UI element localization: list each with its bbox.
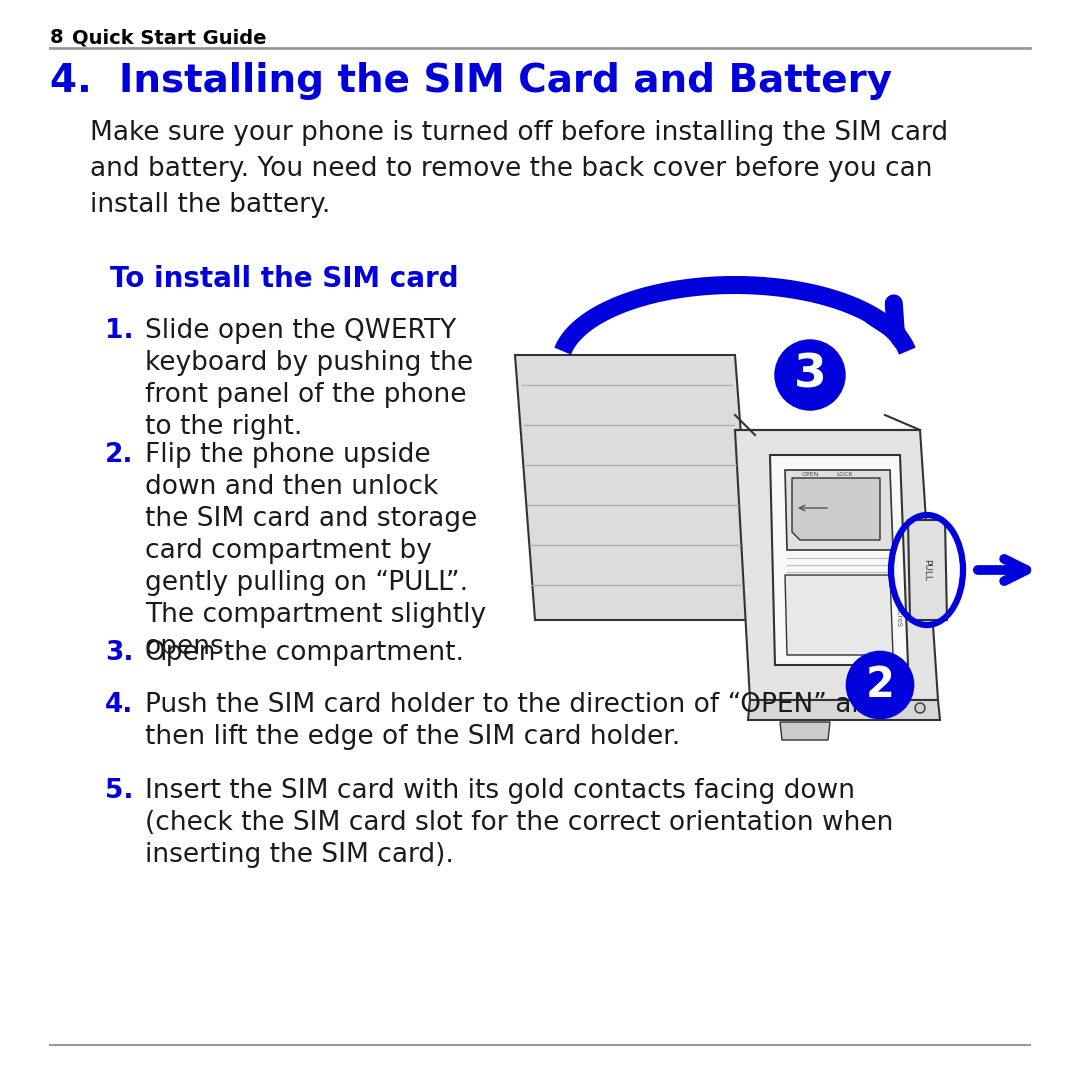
Text: Slide open the QWERTY: Slide open the QWERTY [145, 318, 456, 345]
Text: the SIM card and storage: the SIM card and storage [145, 507, 477, 532]
Polygon shape [735, 430, 939, 700]
Text: The compartment slightly: The compartment slightly [145, 602, 486, 627]
Ellipse shape [872, 700, 888, 716]
Polygon shape [515, 355, 755, 620]
Text: front panel of the phone: front panel of the phone [145, 382, 467, 408]
Text: LOCK: LOCK [837, 472, 853, 477]
Text: Open the compartment.: Open the compartment. [145, 640, 464, 666]
Text: Flip the phone upside: Flip the phone upside [145, 442, 431, 468]
Polygon shape [770, 455, 908, 665]
Text: 1.: 1. [105, 318, 134, 345]
Text: to the right.: to the right. [145, 414, 302, 440]
Polygon shape [748, 700, 940, 720]
Text: 3.: 3. [105, 640, 134, 666]
Text: Quick Start Guide: Quick Start Guide [72, 28, 267, 48]
Text: then lift the edge of the SIM card holder.: then lift the edge of the SIM card holde… [145, 724, 680, 750]
Text: install the battery.: install the battery. [90, 192, 330, 218]
Text: 5.: 5. [105, 778, 134, 804]
Text: PULL: PULL [922, 559, 931, 581]
Polygon shape [792, 478, 880, 540]
Polygon shape [785, 470, 893, 550]
Text: 3: 3 [794, 352, 826, 397]
Text: microS: microS [895, 603, 901, 627]
Text: and battery. You need to remove the back cover before you can: and battery. You need to remove the back… [90, 156, 932, 183]
Polygon shape [785, 575, 893, 654]
Text: To install the SIM card: To install the SIM card [110, 265, 459, 293]
Text: card compartment by: card compartment by [145, 538, 432, 564]
Text: down and then unlock: down and then unlock [145, 474, 438, 500]
Text: Push the SIM card holder to the direction of “OPEN” and: Push the SIM card holder to the directio… [145, 692, 885, 718]
Text: opens.: opens. [145, 634, 233, 660]
Text: keyboard by pushing the: keyboard by pushing the [145, 350, 473, 376]
Text: OPEN: OPEN [801, 472, 819, 477]
Text: (check the SIM card slot for the correct orientation when: (check the SIM card slot for the correct… [145, 810, 893, 836]
Text: 4.: 4. [105, 692, 133, 718]
Ellipse shape [915, 703, 924, 713]
Text: 8: 8 [50, 28, 77, 48]
Text: 2: 2 [865, 664, 894, 706]
Polygon shape [780, 723, 831, 740]
Text: gently pulling on “PULL”.: gently pulling on “PULL”. [145, 570, 468, 596]
Polygon shape [908, 519, 947, 620]
Text: 2.: 2. [105, 442, 134, 468]
Text: inserting the SIM card).: inserting the SIM card). [145, 842, 454, 868]
Text: Make sure your phone is turned off before installing the SIM card: Make sure your phone is turned off befor… [90, 120, 948, 146]
Text: Insert the SIM card with its gold contacts facing down: Insert the SIM card with its gold contac… [145, 778, 855, 804]
Text: 4.  Installing the SIM Card and Battery: 4. Installing the SIM Card and Battery [50, 62, 892, 100]
